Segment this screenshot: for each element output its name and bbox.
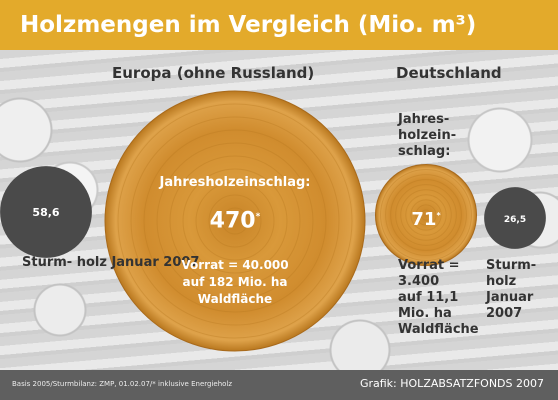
chart-title: Holzmengen im Vergleich (Mio. m³) (0, 0, 558, 50)
germany-harvest-value-text: 71 (411, 209, 437, 230)
growth-ring (117, 103, 353, 339)
europe-storm-value-label: 58,6 (32, 206, 59, 219)
europe-harvest-bubble (104, 90, 366, 352)
europe-harvest-marker: * (255, 212, 261, 222)
growth-ring (415, 204, 437, 226)
germany-harvest-note: Vorrat = 3.400 auf 11,1 Mio. ha Waldfläc… (398, 258, 479, 337)
growth-ring (195, 181, 275, 261)
growth-ring (380, 169, 472, 261)
growth-ring (130, 116, 340, 326)
germany-storm-value-label: 26,5 (504, 215, 526, 225)
growth-ring (400, 189, 452, 241)
europe-storm-bubble (0, 166, 92, 258)
footer-source-note: Basis 2005/Sturmbilanz: ZMP, 01.02.07/* … (12, 380, 233, 388)
europe-harvest-caption: Jahresholzeinschlag: (159, 175, 311, 190)
germany-harvest-bubble (374, 163, 478, 267)
growth-ring (410, 199, 442, 231)
germany-harvest-value: 71* (399, 204, 453, 232)
europe-harvest-value: 470* (200, 203, 270, 235)
growth-ring (182, 168, 288, 274)
germany-harvest-caption: Jahres- holzein- schlag: (398, 112, 457, 159)
footer-bar (0, 370, 558, 400)
growth-ring (143, 129, 327, 313)
growth-ring (405, 194, 447, 236)
europe-storm-caption: Sturm- holz Januar 2007 (22, 255, 200, 270)
germany-storm-bubble (484, 187, 546, 249)
growth-ring (395, 184, 457, 246)
growth-ring (385, 174, 467, 256)
growth-ring (221, 207, 249, 235)
europe-harvest-note: Vorrat = 40.000 auf 182 Mio. ha Waldfläc… (181, 258, 289, 306)
growth-ring (208, 194, 262, 248)
europe-harvest-value-text: 470 (209, 208, 256, 234)
growth-ring (169, 155, 301, 287)
footer-credit: Grafik: HOLZABSATZFONDS 2007 (359, 377, 544, 390)
heading-europe: Europa (ohne Russland) (112, 64, 315, 82)
heading-germany: Deutschland (396, 64, 502, 82)
germany-harvest-marker: * (436, 211, 441, 220)
growth-ring (156, 142, 314, 300)
growth-ring (390, 179, 462, 251)
germany-storm-caption: Sturm- holz Januar 2007 (486, 258, 537, 321)
growth-ring (420, 209, 432, 221)
